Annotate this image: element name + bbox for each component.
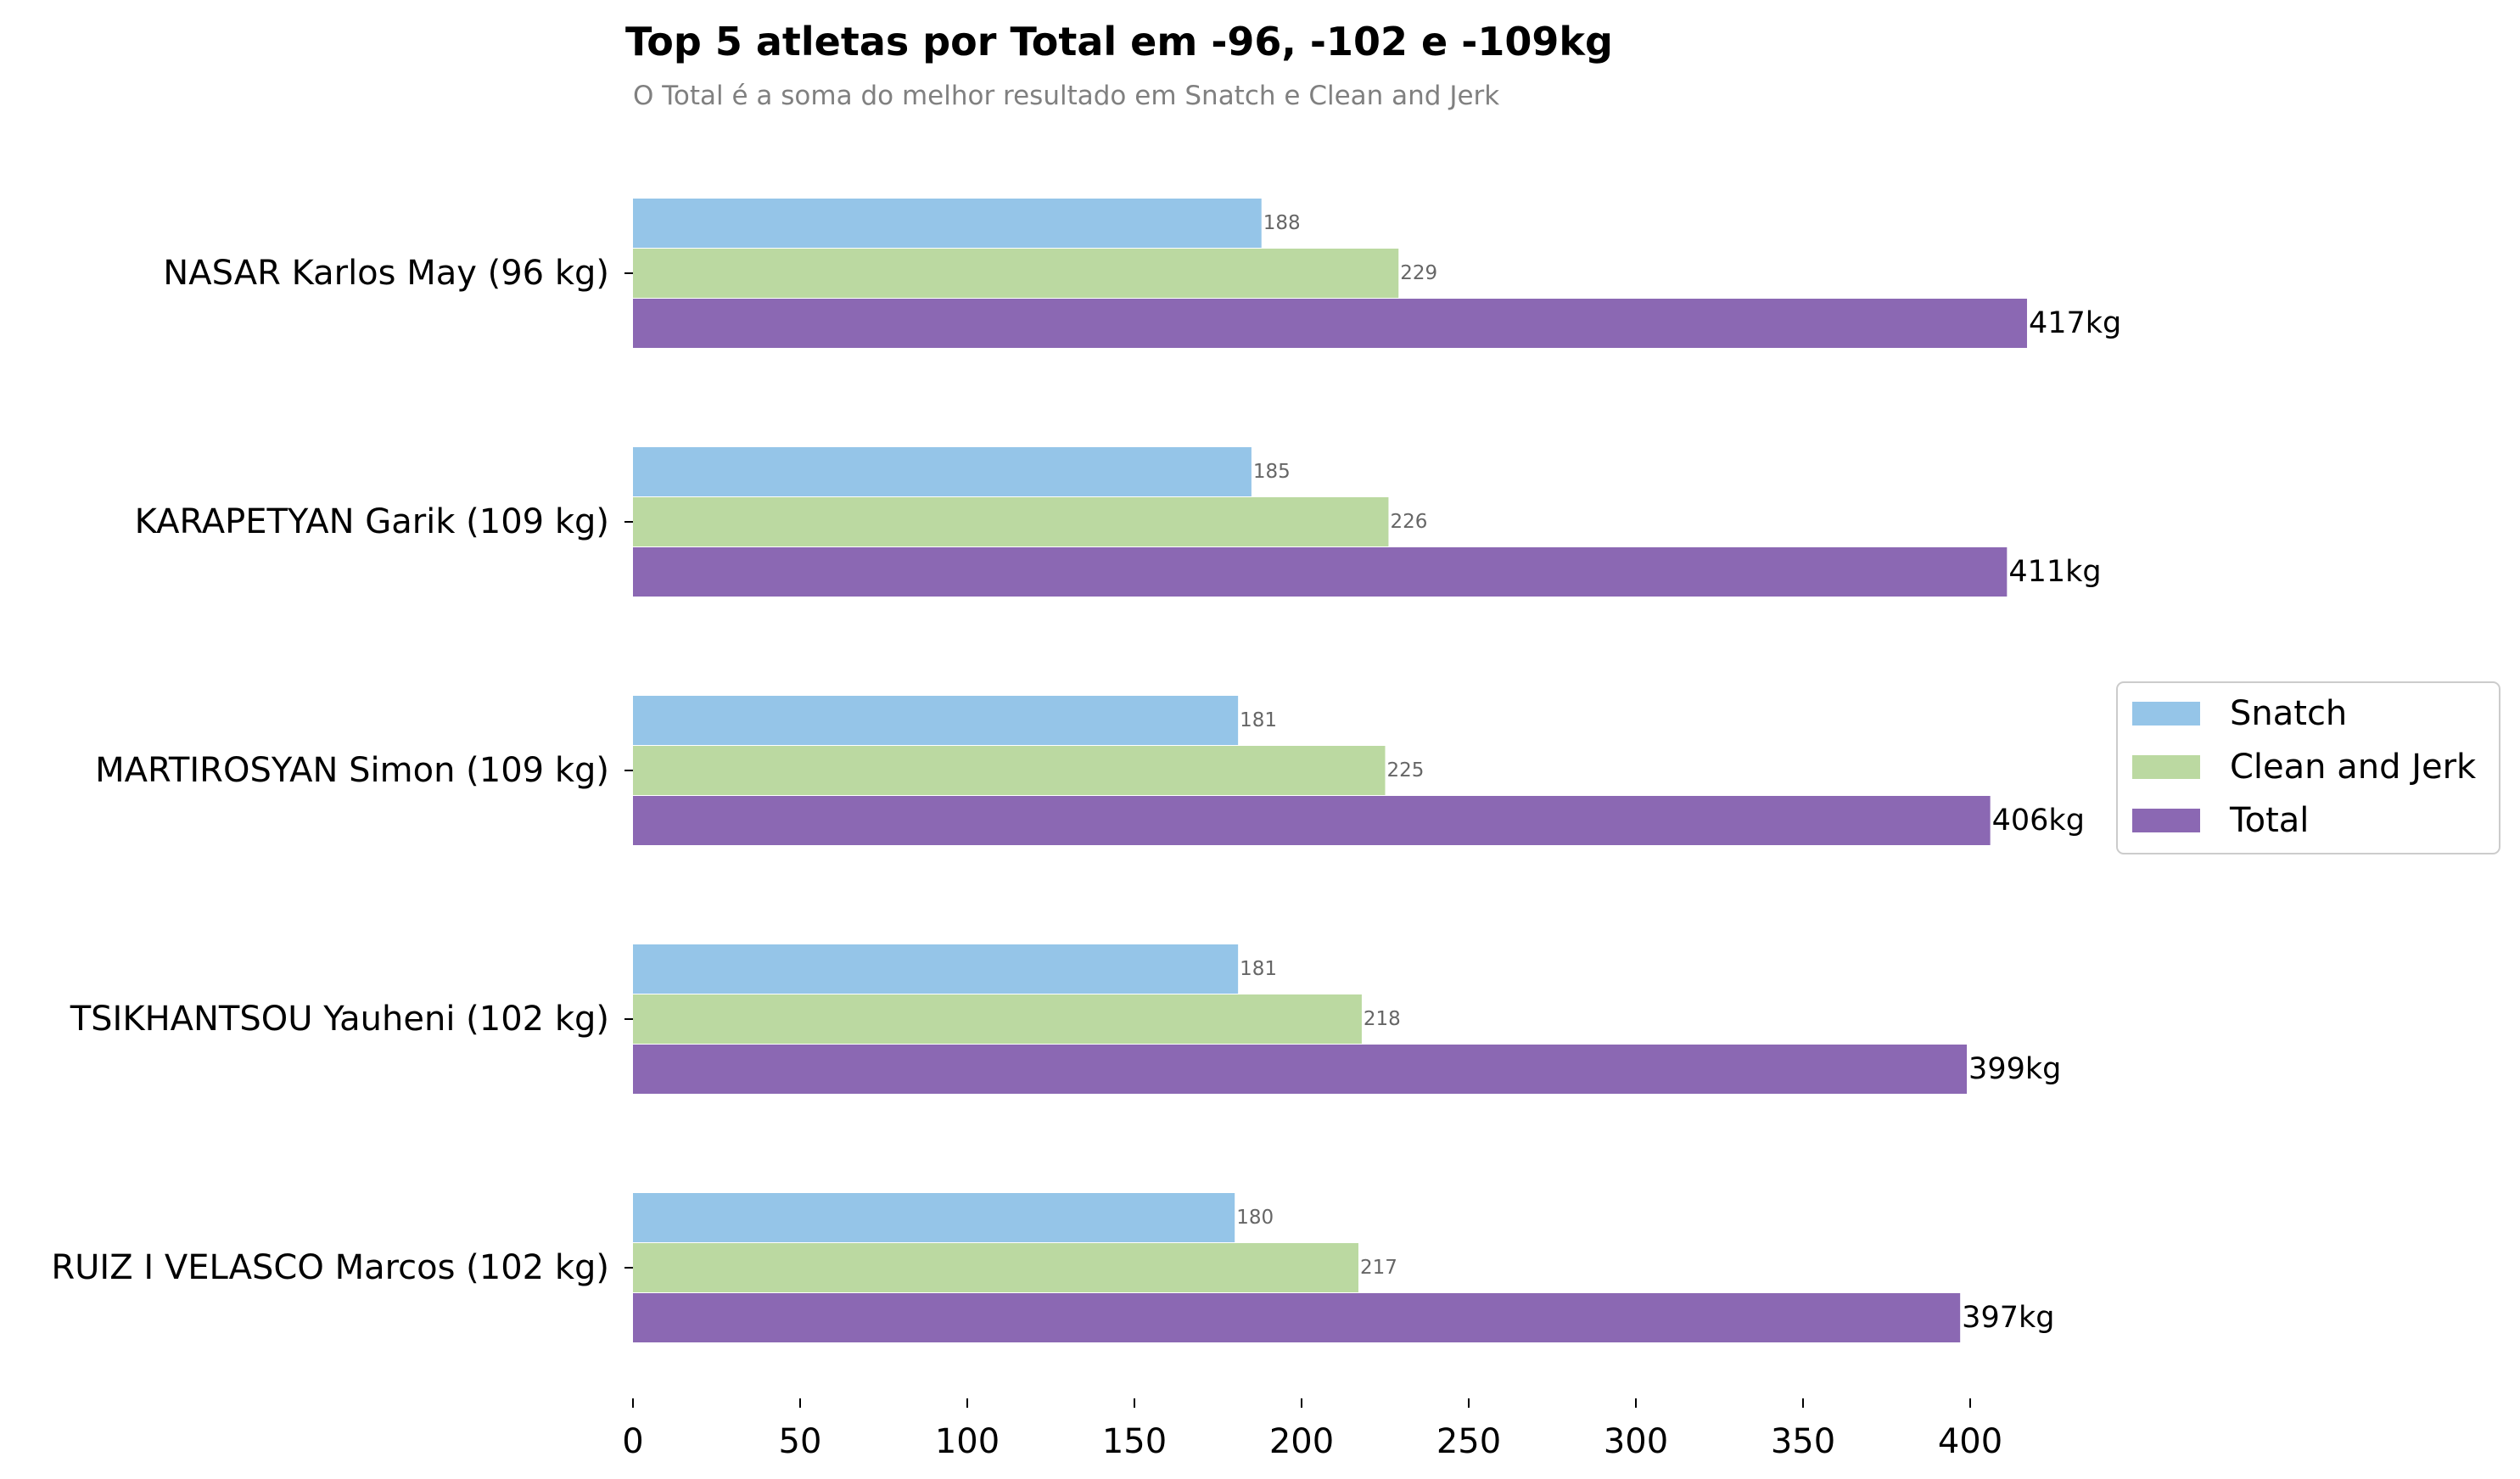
value-label-snatch-3: 181: [1240, 709, 1277, 731]
value-label-clean-and-jerk-5: 217: [1360, 1257, 1397, 1279]
legend-swatch-clean-and-jerk: [2132, 755, 2200, 779]
legend: Snatch Clean and Jerk Total: [2116, 681, 2500, 854]
legend-swatch-total: [2132, 809, 2200, 832]
x-tick-label-100: 100: [935, 1422, 1000, 1461]
x-tick-label-300: 300: [1604, 1422, 1668, 1461]
x-tick-label-200: 200: [1269, 1422, 1334, 1461]
y-axis: NASAR Karlos May (96 kg) KARAPETYAN Garik…: [51, 254, 633, 1287]
bar-total-2: [633, 547, 2008, 597]
bar-total-4: [633, 1045, 1968, 1094]
category-label-1: NASAR Karlos May (96 kg): [163, 254, 609, 293]
bar-clean-and-jerk-5: [633, 1243, 1358, 1292]
value-label-snatch-1: 188: [1263, 212, 1301, 234]
value-label-total-3: 406kg: [1992, 804, 2085, 838]
value-label-clean-and-jerk-3: 225: [1387, 759, 1425, 782]
bar-snatch-3: [633, 696, 1239, 745]
bar-snatch-1: [633, 199, 1262, 248]
x-tick-label-150: 150: [1102, 1422, 1167, 1461]
chart-subtitle: O Total é a soma do melhor resultado em …: [633, 81, 1499, 111]
legend-swatch-snatch: [2132, 702, 2200, 725]
bar-snatch-4: [633, 944, 1239, 994]
value-label-clean-and-jerk-1: 229: [1400, 262, 1437, 284]
bar-total-5: [633, 1293, 1961, 1342]
x-tick-label-350: 350: [1771, 1422, 1835, 1461]
value-label-clean-and-jerk-4: 218: [1364, 1008, 1401, 1030]
x-axis: 0 50 100 150 200 250 300 350 400: [622, 1398, 2002, 1461]
x-tick-label-250: 250: [1436, 1422, 1501, 1461]
legend-label-snatch: Snatch: [2230, 694, 2347, 733]
bar-clean-and-jerk-2: [633, 497, 1389, 546]
category-label-3: MARTIROSYAN Simon (109 kg): [95, 751, 609, 790]
bar-clean-and-jerk-1: [633, 249, 1399, 298]
bar-total-1: [633, 299, 2027, 348]
bar-snatch-5: [633, 1193, 1235, 1242]
x-tick-label-400: 400: [1938, 1422, 2002, 1461]
bar-total-3: [633, 796, 1991, 845]
value-label-total-4: 399kg: [1968, 1052, 2061, 1086]
value-label-clean-and-jerk-2: 226: [1390, 511, 1427, 533]
category-label-4: TSIKHANTSOU Yauheni (102 kg): [70, 1000, 609, 1039]
x-tick-label-0: 0: [622, 1422, 643, 1461]
category-label-2: KARAPETYAN Garik (109 kg): [135, 502, 609, 541]
value-label-snatch-2: 185: [1253, 461, 1291, 483]
category-label-5: RUIZ I VELASCO Marcos (102 kg): [51, 1248, 609, 1287]
legend-label-total: Total: [2229, 801, 2309, 840]
bar-clean-and-jerk-4: [633, 994, 1362, 1044]
legend-box: [2116, 681, 2500, 854]
bar-snatch-2: [633, 447, 1252, 496]
value-label-snatch-5: 180: [1236, 1207, 1274, 1229]
legend-label-clean-and-jerk: Clean and Jerk: [2230, 748, 2477, 787]
value-label-total-1: 417kg: [2029, 306, 2121, 340]
value-label-total-5: 397kg: [1962, 1301, 2054, 1335]
x-tick-label-50: 50: [779, 1422, 822, 1461]
bars-group: 188 229 417kg 185 226 411kg 181 225 406kg 181 218 3…: [633, 199, 2121, 1342]
chart-title: Top 5 atletas por Total em -96, -102 e -…: [625, 19, 1613, 64]
value-label-total-2: 411kg: [2008, 555, 2101, 589]
value-label-snatch-4: 181: [1240, 958, 1277, 980]
bar-clean-and-jerk-3: [633, 746, 1386, 795]
